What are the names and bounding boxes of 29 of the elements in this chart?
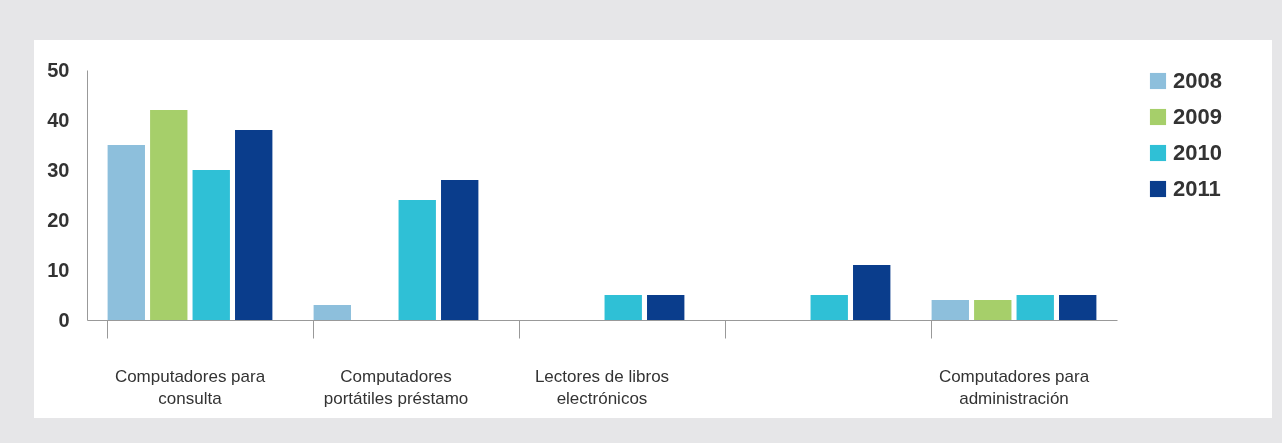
- bar: [1016, 295, 1054, 320]
- y-tick-label: 30: [47, 158, 70, 181]
- bar: [931, 300, 969, 320]
- bar: [192, 170, 230, 320]
- bar: [647, 295, 685, 320]
- x-tick-label: Computadores para consulta: [114, 366, 266, 408]
- bar: [810, 295, 848, 320]
- legend-label: 2010: [1173, 140, 1222, 165]
- bar: [853, 265, 891, 320]
- legend-label: 2011: [1173, 176, 1221, 201]
- bar: [235, 130, 273, 320]
- bar: [604, 295, 642, 320]
- bar: [441, 180, 479, 320]
- x-tick-label: Computadores para administración: [938, 366, 1090, 408]
- legend-label: 2009: [1173, 104, 1222, 129]
- bar: [398, 200, 436, 320]
- y-tick-label: 20: [47, 208, 70, 231]
- bar: [1059, 295, 1097, 320]
- bar: [313, 305, 351, 320]
- bar: [150, 110, 188, 320]
- y-tick-label: 10: [47, 258, 70, 281]
- y-tick-label: 0: [58, 308, 70, 331]
- y-tick-label: 40: [47, 108, 70, 131]
- x-tick-label: Computadores portátiles préstamo: [323, 366, 469, 408]
- bar: [107, 145, 145, 320]
- x-tick-label: Lectores de libros electrónicos: [534, 366, 670, 408]
- legend-label: 2008: [1173, 68, 1222, 93]
- bar: [974, 300, 1012, 320]
- y-tick-label: 50: [47, 58, 70, 81]
